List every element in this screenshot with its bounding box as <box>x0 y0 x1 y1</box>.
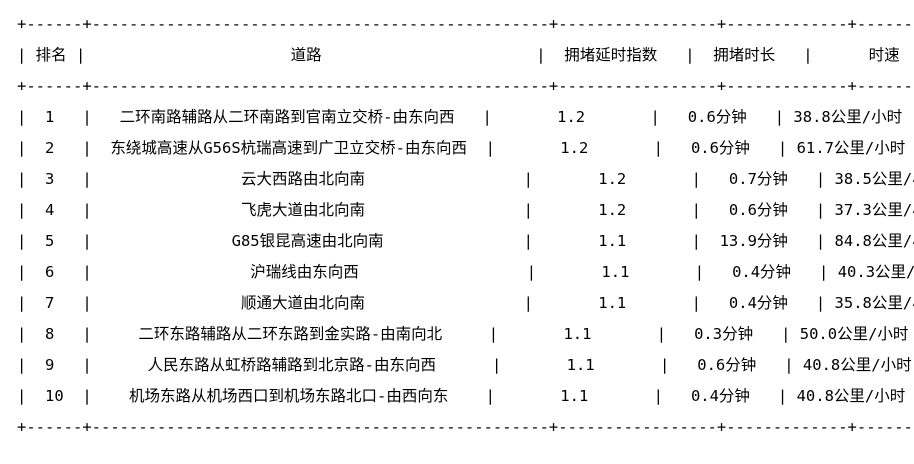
traffic-congestion-table: +------+--------------------------------… <box>17 15 914 436</box>
